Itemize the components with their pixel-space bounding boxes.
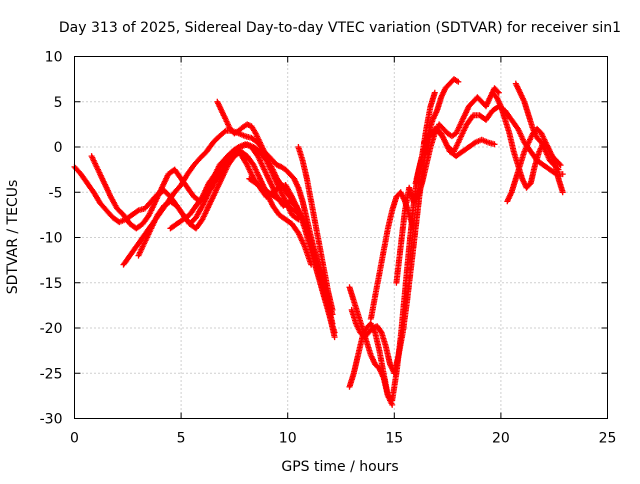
y-tick-label: -25 — [40, 366, 63, 382]
series-track-o — [421, 125, 498, 160]
data-point-markers — [393, 85, 502, 286]
series-track-a — [71, 146, 338, 336]
x-tick-label: 15 — [385, 431, 403, 447]
series-track-r — [512, 80, 562, 173]
series-track-l — [367, 189, 417, 322]
y-tick-label: -5 — [49, 185, 63, 201]
y-tick-label: 0 — [54, 140, 63, 156]
tick-labels: 0 5 10 15 20 25 -30 -25 -20 -15 -10 -5 0 5 10 — [40, 50, 617, 447]
axis-ticks — [74, 56, 608, 419]
data-point-markers — [512, 80, 562, 173]
y-tick-label: -15 — [40, 276, 63, 292]
chart-title: Day 313 of 2025, Sidereal Day-to-day VTE… — [59, 20, 621, 36]
data-point-markers — [71, 146, 338, 336]
y-tick-label: -20 — [40, 321, 63, 337]
x-tick-label: 0 — [70, 431, 79, 447]
series-track-h — [295, 144, 336, 313]
series-track-m — [393, 85, 502, 286]
data-point-markers — [367, 189, 417, 322]
x-tick-label: 5 — [177, 431, 186, 447]
data-point-markers — [421, 125, 498, 160]
y-tick-label: -30 — [40, 412, 63, 428]
x-axis-title: GPS time / hours — [281, 459, 398, 475]
data-marks — [71, 76, 566, 408]
series-track-d — [135, 148, 315, 268]
y-tick-label: 10 — [45, 50, 63, 66]
y-axis-title: SDTVAR / TECUs — [5, 180, 21, 295]
data-point-markers — [295, 144, 336, 313]
x-tick-label: 25 — [599, 431, 617, 447]
data-point-markers — [214, 98, 338, 341]
data-point-markers — [135, 148, 315, 268]
x-tick-label: 20 — [492, 431, 510, 447]
y-tick-label: -10 — [40, 231, 63, 247]
series-track-f — [214, 98, 338, 341]
x-tick-label: 10 — [279, 431, 297, 447]
y-tick-label: 5 — [54, 95, 63, 111]
